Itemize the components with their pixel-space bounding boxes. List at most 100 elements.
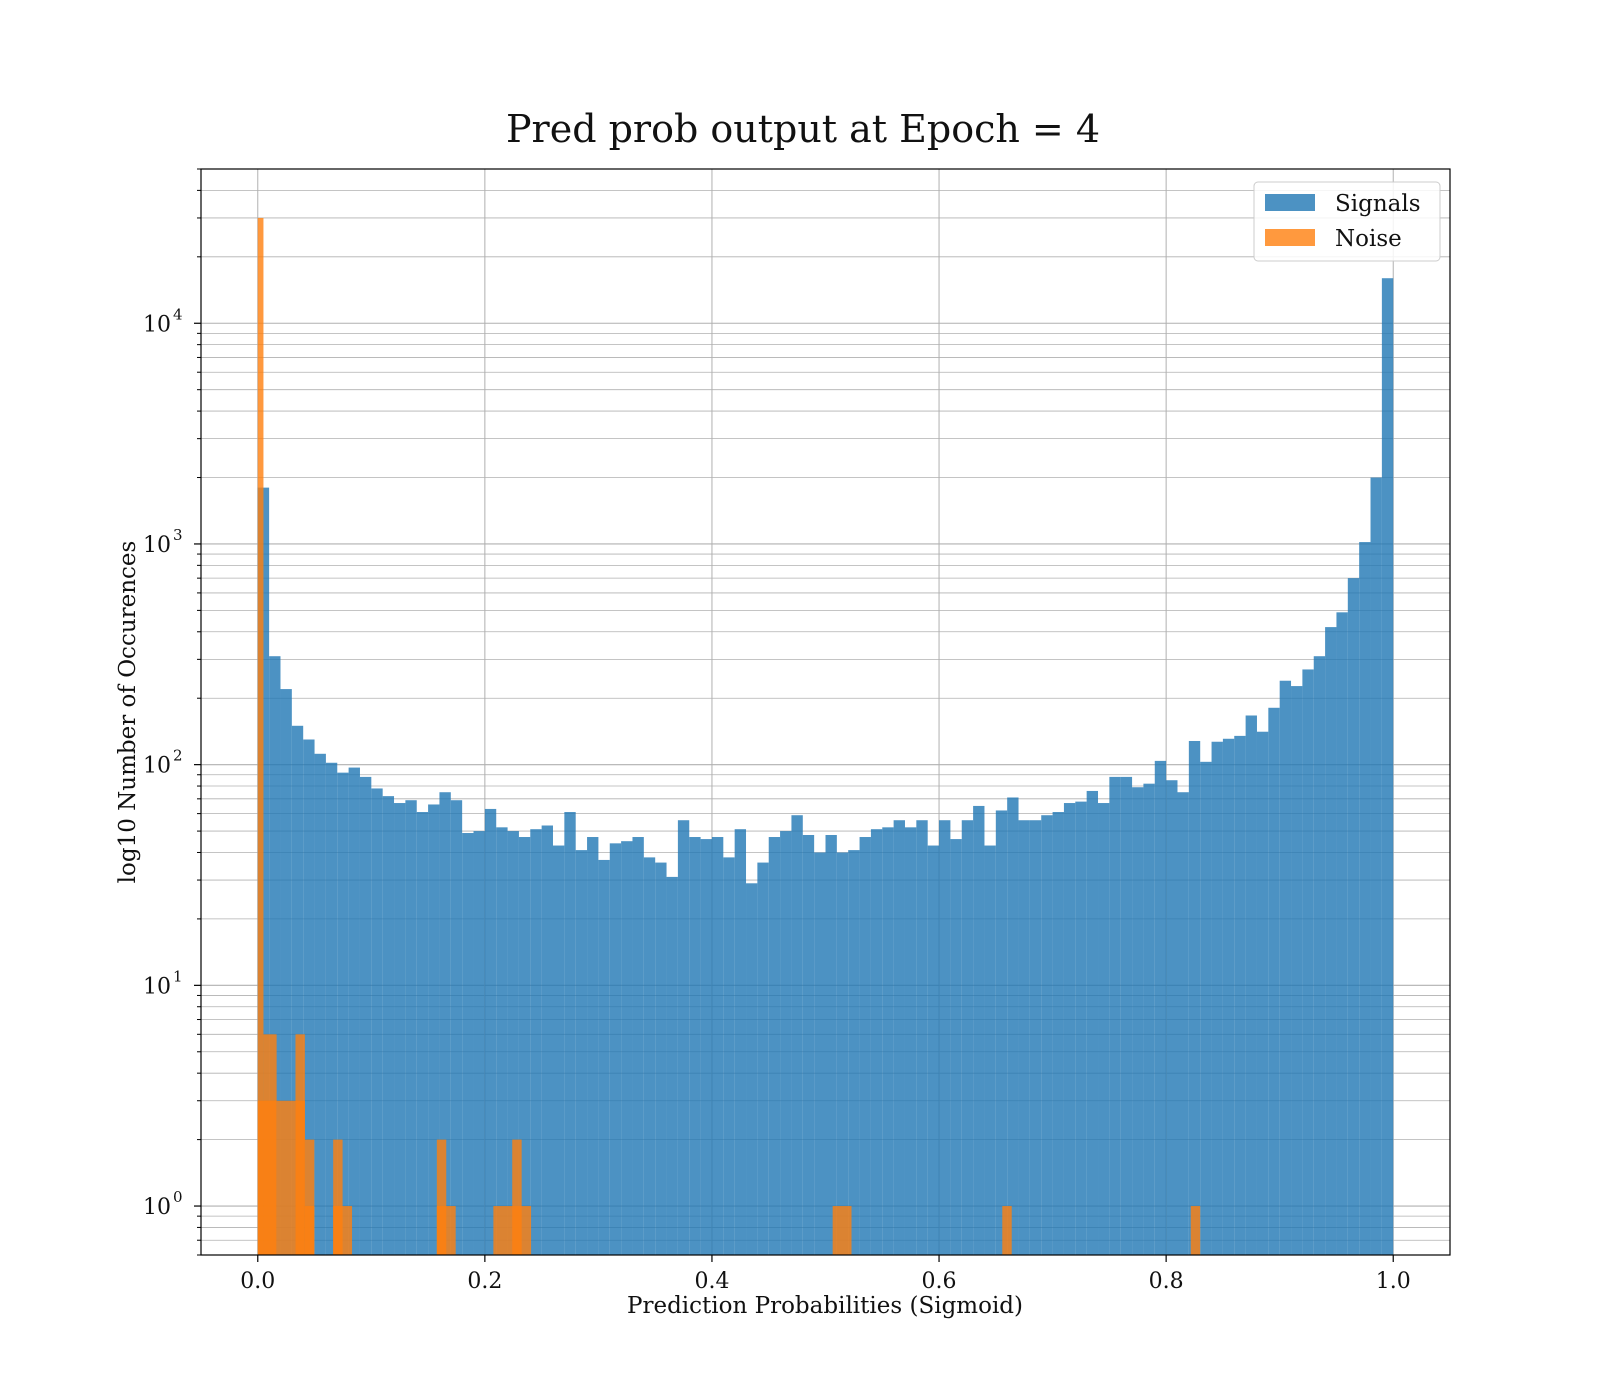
y-tick-exponent: 0	[173, 1188, 183, 1206]
signals-bar	[1120, 776, 1133, 1255]
signals-bar	[428, 804, 440, 1255]
signals-bar	[1325, 627, 1337, 1255]
signals-bar	[1222, 738, 1235, 1255]
signals-bar	[1268, 707, 1280, 1255]
signals-bar	[496, 827, 508, 1255]
legend: Signals Noise	[1253, 181, 1441, 262]
signals-bar	[1245, 715, 1257, 1255]
signals-bar	[950, 839, 962, 1255]
plot-frame	[200, 168, 1451, 1256]
signals-bar	[814, 852, 826, 1255]
signals-bar	[1370, 477, 1382, 1255]
noise-bar	[512, 1139, 522, 1255]
signals-bar	[984, 845, 996, 1255]
noise-bar	[1190, 1206, 1201, 1255]
signals-bar	[314, 753, 326, 1255]
signals-bar	[961, 820, 974, 1255]
y-tick-label: 10	[143, 974, 171, 999]
signals-bar	[939, 820, 951, 1255]
signals-bar	[484, 808, 497, 1255]
noise-bar	[304, 1139, 315, 1255]
signals-bar	[1166, 780, 1178, 1255]
signals-bar	[359, 776, 372, 1255]
x-tick-label: 1.0	[1376, 1269, 1411, 1294]
signals-bar	[280, 689, 292, 1255]
noise-bar	[333, 1139, 343, 1255]
signals-bar	[325, 762, 338, 1255]
signals-bar	[371, 788, 383, 1255]
signals-bar	[1041, 815, 1053, 1255]
signals-bar	[700, 839, 712, 1255]
y-tick-label: 10	[143, 533, 171, 558]
y-tick-label: 10	[143, 312, 171, 337]
signals-bar	[780, 831, 792, 1255]
signals-bar	[621, 841, 633, 1255]
y-tick-exponent: 3	[173, 526, 183, 544]
signals-bar	[1029, 820, 1042, 1255]
signals-bar	[1143, 783, 1155, 1255]
x-axis: 0.0 0.2 0.4 0.6 0.8 1.0	[240, 1255, 1411, 1294]
signals-bar	[530, 829, 542, 1255]
signals-bar	[757, 862, 769, 1255]
x-tick-label: 0.0	[240, 1269, 275, 1294]
y-tick-exponent: 2	[173, 747, 183, 765]
signals-bar	[825, 834, 837, 1255]
legend-swatch	[1265, 229, 1315, 246]
signals-bar	[632, 837, 644, 1255]
signals-bar	[689, 837, 701, 1255]
signals-bar	[541, 825, 553, 1255]
signals-bar	[598, 859, 610, 1255]
y-tick-label: 10	[143, 754, 171, 779]
noise-bar	[493, 1206, 532, 1255]
signals-bar	[1302, 669, 1314, 1255]
signals-bar	[269, 656, 281, 1255]
signals-bar	[348, 767, 360, 1255]
signals-bar	[1188, 740, 1201, 1255]
signals-bar	[1234, 735, 1246, 1255]
signals-bar	[552, 845, 565, 1255]
signals-bar	[1256, 731, 1269, 1255]
y-axis-label: log10 Number of Occurences	[115, 541, 141, 884]
noise-bar	[436, 1139, 447, 1255]
y-tick-exponent: 4	[173, 305, 183, 323]
signals-bar	[1109, 776, 1121, 1255]
signals-bar	[1018, 820, 1030, 1255]
signals-bar	[303, 739, 315, 1255]
noise-series	[257, 217, 1201, 1255]
signals-bar	[882, 827, 894, 1255]
signals-bar	[1075, 801, 1087, 1255]
signals-bar	[859, 837, 871, 1255]
signals-bar	[848, 850, 860, 1255]
signals-bar	[518, 837, 531, 1255]
signals-bar	[405, 800, 417, 1255]
signals-bar	[394, 803, 406, 1255]
signals-bar	[337, 772, 349, 1255]
signals-bar	[575, 850, 588, 1255]
signals-bar	[1132, 787, 1144, 1255]
signals-bar	[643, 857, 656, 1255]
signals-bar	[734, 829, 747, 1255]
signals-bar	[1007, 797, 1019, 1255]
signals-bar	[1098, 803, 1110, 1255]
signals-bar	[609, 843, 622, 1255]
noise-bar	[276, 1100, 296, 1255]
signals-bar	[587, 837, 599, 1255]
y-tick-label: 10	[143, 1195, 171, 1220]
signals-bar	[995, 810, 1008, 1255]
signals-bar	[1313, 656, 1326, 1255]
signals-bar	[1381, 278, 1394, 1255]
x-tick-label: 0.6	[922, 1269, 957, 1294]
signals-bar	[723, 857, 735, 1255]
signals-bar	[382, 796, 395, 1255]
signals-bar	[916, 820, 928, 1255]
noise-bar	[257, 217, 264, 1255]
noise-bar	[832, 1206, 852, 1255]
signals-bar	[893, 820, 905, 1255]
x-tick-label: 0.8	[1149, 1269, 1184, 1294]
signals-bar	[1279, 680, 1292, 1255]
signals-bar	[450, 800, 463, 1255]
signals-bar	[677, 820, 690, 1255]
signals-bar	[439, 792, 451, 1255]
